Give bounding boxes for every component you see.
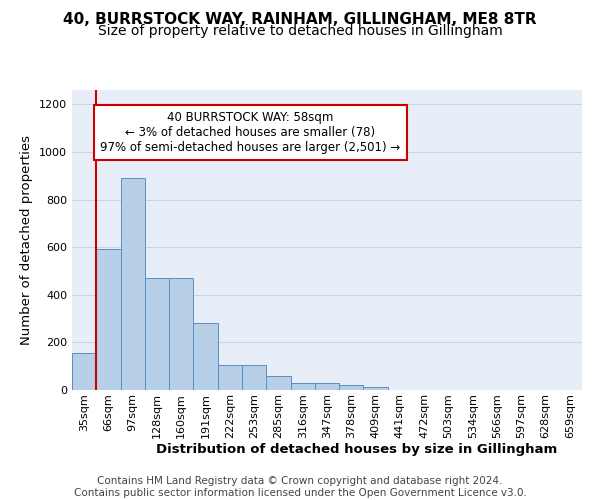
Bar [96,249,121,390]
Text: Size of property relative to detached houses in Gillingham: Size of property relative to detached ho… [98,24,502,38]
Y-axis label: Number of detached properties: Number of detached properties [20,135,34,345]
Bar [315,384,339,390]
Bar [339,385,364,390]
Bar [145,278,169,390]
Bar [121,178,145,390]
Bar [266,376,290,390]
Text: 40, BURRSTOCK WAY, RAINHAM, GILLINGHAM, ME8 8TR: 40, BURRSTOCK WAY, RAINHAM, GILLINGHAM, … [63,12,537,28]
Bar [72,353,96,390]
Text: Distribution of detached houses by size in Gillingham: Distribution of detached houses by size … [157,442,557,456]
Bar [193,322,218,390]
Bar [242,366,266,390]
Bar [218,366,242,390]
Text: Contains HM Land Registry data © Crown copyright and database right 2024.
Contai: Contains HM Land Registry data © Crown c… [74,476,526,498]
Text: 40 BURRSTOCK WAY: 58sqm
← 3% of detached houses are smaller (78)
97% of semi-det: 40 BURRSTOCK WAY: 58sqm ← 3% of detached… [100,111,401,154]
Bar [364,386,388,390]
Bar [169,278,193,390]
Bar [290,383,315,390]
